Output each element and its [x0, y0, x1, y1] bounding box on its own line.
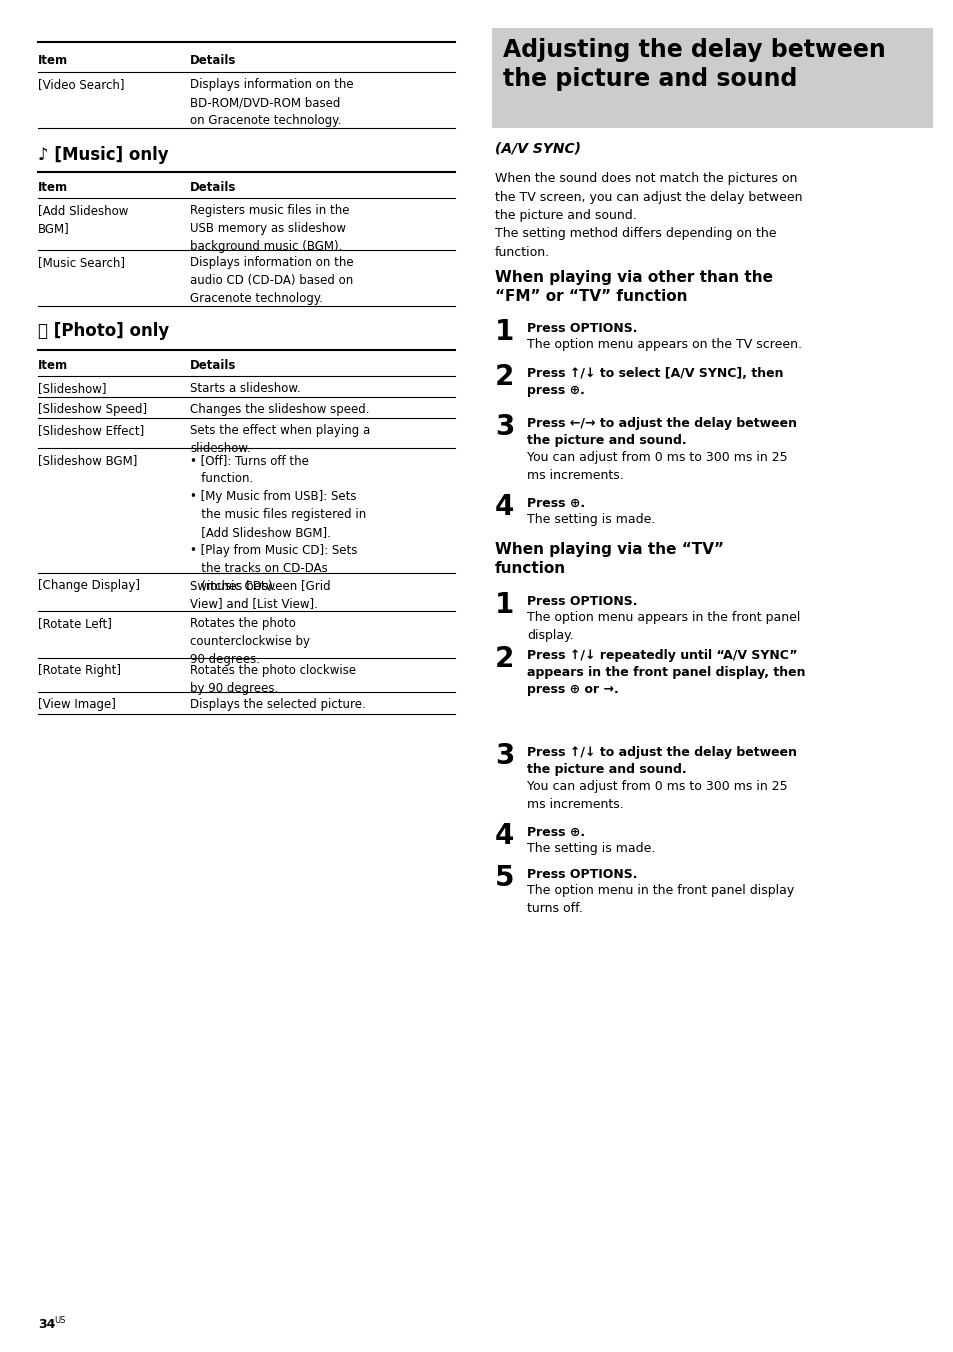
Text: Rotates the photo
counterclockwise by
90 degrees.: Rotates the photo counterclockwise by 90…	[190, 617, 310, 667]
Text: 📷 [Photo] only: 📷 [Photo] only	[38, 322, 169, 339]
Text: Switches between [Grid
View] and [List View].: Switches between [Grid View] and [List V…	[190, 579, 331, 610]
Text: ♪ [Music] only: ♪ [Music] only	[38, 146, 169, 164]
Text: Press ↑/↓ to adjust the delay between
the picture and sound.: Press ↑/↓ to adjust the delay between th…	[526, 746, 796, 776]
Text: [Video Search]: [Video Search]	[38, 78, 125, 91]
Text: Displays information on the
BD-ROM/DVD-ROM based
on Gracenote technology.: Displays information on the BD-ROM/DVD-R…	[190, 78, 354, 127]
Text: 2: 2	[495, 362, 514, 391]
Text: When playing via other than the
“FM” or “TV” function: When playing via other than the “FM” or …	[495, 270, 772, 304]
Text: The setting is made.: The setting is made.	[526, 512, 655, 526]
Text: Displays information on the
audio CD (CD-DA) based on
Gracenote technology.: Displays information on the audio CD (CD…	[190, 256, 354, 306]
Text: [Slideshow Speed]: [Slideshow Speed]	[38, 403, 147, 416]
Text: 34: 34	[38, 1318, 55, 1330]
Text: 4: 4	[495, 493, 514, 521]
Text: Press OPTIONS.: Press OPTIONS.	[526, 322, 637, 335]
Text: Details: Details	[190, 181, 236, 193]
Text: [Slideshow BGM]: [Slideshow BGM]	[38, 454, 137, 466]
Text: Rotates the photo clockwise
by 90 degrees.: Rotates the photo clockwise by 90 degree…	[190, 664, 355, 695]
Text: Item: Item	[38, 181, 68, 193]
Text: Item: Item	[38, 360, 68, 372]
Text: When playing via the “TV”
function: When playing via the “TV” function	[495, 542, 723, 576]
Text: Press ←/→ to adjust the delay between
the picture and sound.: Press ←/→ to adjust the delay between th…	[526, 416, 796, 448]
Text: 2: 2	[495, 645, 514, 673]
Text: [View Image]: [View Image]	[38, 698, 115, 711]
Text: Press ⊕.: Press ⊕.	[526, 498, 584, 510]
Text: 4: 4	[495, 822, 514, 850]
Text: When the sound does not match the pictures on
the TV screen, you can adjust the : When the sound does not match the pictur…	[495, 172, 801, 260]
Text: Changes the slideshow speed.: Changes the slideshow speed.	[190, 403, 369, 416]
Text: [Slideshow]: [Slideshow]	[38, 383, 107, 395]
Text: (A/V SYNC): (A/V SYNC)	[495, 142, 580, 155]
Text: 3: 3	[495, 412, 514, 441]
Bar	[492, 28, 932, 128]
Text: 1: 1	[495, 591, 514, 619]
Text: Press ⊕.: Press ⊕.	[526, 826, 584, 840]
Text: Details: Details	[190, 360, 236, 372]
Text: Press ↑/↓ repeatedly until “A/V SYNC”
appears in the front panel display, then
p: Press ↑/↓ repeatedly until “A/V SYNC” ap…	[526, 649, 804, 696]
Text: [Rotate Left]: [Rotate Left]	[38, 617, 112, 630]
Text: [Rotate Right]: [Rotate Right]	[38, 664, 121, 677]
Text: The option menu appears on the TV screen.: The option menu appears on the TV screen…	[526, 338, 801, 352]
Text: Registers music files in the
USB memory as slideshow
background music (BGM).: Registers music files in the USB memory …	[190, 204, 349, 253]
Text: Details: Details	[190, 54, 236, 68]
Text: Press ↑/↓ to select [A/V SYNC], then
press ⊕.: Press ↑/↓ to select [A/V SYNC], then pre…	[526, 366, 782, 397]
Text: Sets the effect when playing a
slideshow.: Sets the effect when playing a slideshow…	[190, 425, 370, 456]
Text: Displays the selected picture.: Displays the selected picture.	[190, 698, 365, 711]
Text: Adjusting the delay between
the picture and sound: Adjusting the delay between the picture …	[502, 38, 884, 91]
Text: The setting is made.: The setting is made.	[526, 842, 655, 854]
Text: Item: Item	[38, 54, 68, 68]
Text: You can adjust from 0 ms to 300 ms in 25
ms increments.: You can adjust from 0 ms to 300 ms in 25…	[526, 452, 787, 483]
Text: [Slideshow Effect]: [Slideshow Effect]	[38, 425, 144, 437]
Text: • [Off]: Turns off the
   function.
• [My Music from USB]: Sets
   the music fil: • [Off]: Turns off the function. • [My M…	[190, 454, 366, 594]
Text: You can adjust from 0 ms to 300 ms in 25
ms increments.: You can adjust from 0 ms to 300 ms in 25…	[526, 780, 787, 811]
Text: US: US	[54, 1315, 66, 1325]
Text: Starts a slideshow.: Starts a slideshow.	[190, 383, 300, 395]
Text: 5: 5	[495, 864, 514, 892]
Text: [Music Search]: [Music Search]	[38, 256, 125, 269]
Text: Press OPTIONS.: Press OPTIONS.	[526, 595, 637, 608]
Text: The option menu in the front panel display
turns off.: The option menu in the front panel displ…	[526, 884, 794, 915]
Text: 3: 3	[495, 742, 514, 771]
Text: [Add Slideshow
BGM]: [Add Slideshow BGM]	[38, 204, 129, 235]
Text: [Change Display]: [Change Display]	[38, 579, 140, 592]
Text: 1: 1	[495, 318, 514, 346]
Text: The option menu appears in the front panel
display.: The option menu appears in the front pan…	[526, 611, 800, 642]
Text: Press OPTIONS.: Press OPTIONS.	[526, 868, 637, 882]
